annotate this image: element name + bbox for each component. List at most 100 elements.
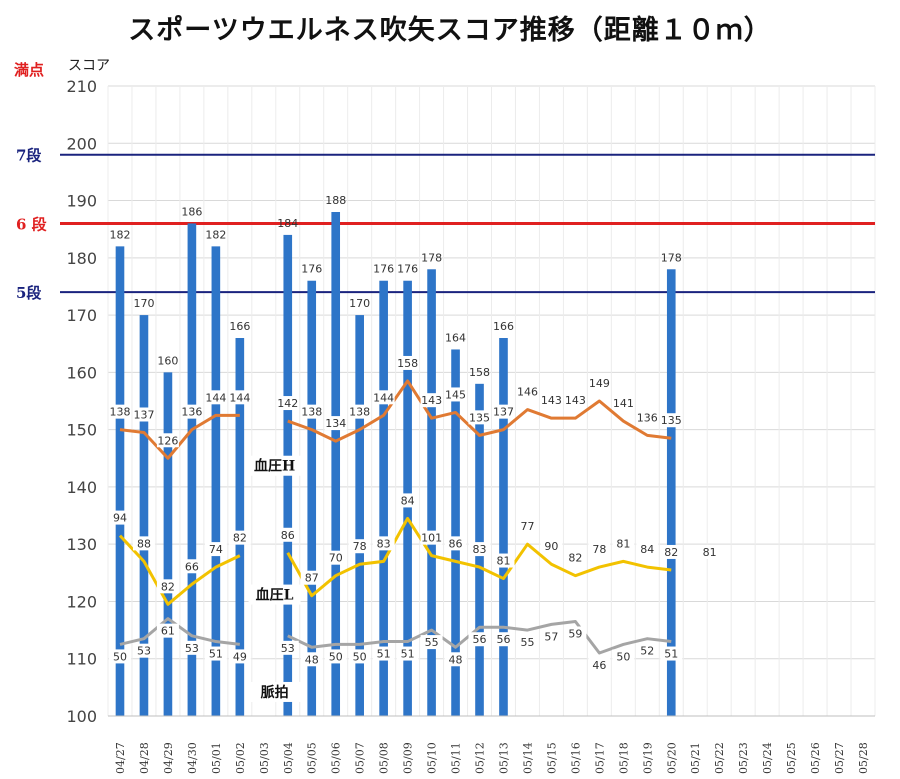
bar-value-label: 176 (301, 263, 322, 276)
line-value-label: 53 (281, 642, 295, 655)
bar (187, 223, 197, 717)
line-value-label: 143 (421, 394, 442, 407)
x-tick-label: 04/27 (114, 742, 127, 774)
bar-value-label: 188 (325, 194, 346, 207)
data-label-box (156, 623, 179, 638)
line-value-label: 78 (353, 540, 367, 553)
data-label-box (276, 640, 299, 655)
data-label-box (372, 646, 395, 661)
line-value-label: 78 (592, 543, 606, 556)
data-label-box (180, 640, 203, 655)
series-line (286, 516, 672, 598)
y-tick-label: 170 (66, 306, 97, 325)
data-label-box (396, 493, 419, 508)
line-value-label: 56 (496, 633, 510, 646)
reference-label: 5段 (16, 284, 41, 302)
line-value-label: 55 (520, 636, 534, 649)
series-label-box (248, 584, 301, 605)
x-tick-label: 04/29 (162, 742, 175, 774)
data-label-box (420, 530, 443, 545)
line-value-label: 88 (137, 537, 151, 550)
data-label-box (540, 393, 563, 408)
x-tick-label: 05/10 (426, 742, 439, 774)
bar (307, 280, 317, 716)
line-value-label: 82 (161, 580, 175, 593)
line-value-label: 149 (589, 377, 610, 390)
data-label-box (612, 649, 635, 664)
data-label-box (516, 384, 539, 399)
line-value-label: 48 (449, 653, 463, 666)
x-tick-label: 04/28 (138, 742, 151, 774)
data-label-box (420, 635, 443, 650)
series-label: 血圧L (256, 587, 294, 604)
chart-title: スポーツウエルネス吹矢スコア推移（距離１０ｍ） (128, 15, 772, 46)
y-tick-label: 100 (66, 707, 97, 726)
bar (115, 246, 125, 716)
data-label-box (468, 542, 491, 557)
line-value-label: 136 (637, 411, 658, 424)
data-label-box (588, 658, 611, 672)
line-value-label: 50 (616, 650, 630, 663)
data-label-box (204, 646, 227, 661)
data-label-box (108, 649, 131, 664)
line-value-label: 53 (185, 642, 199, 655)
bar (331, 212, 341, 716)
x-tick-label: 05/26 (809, 742, 822, 774)
data-label-box (228, 530, 251, 545)
x-tick-label: 05/12 (474, 742, 487, 774)
line-value-label: 81 (703, 546, 717, 559)
line-value-label: 84 (401, 494, 415, 507)
line-value-label: 57 (544, 630, 558, 643)
data-label-box (444, 387, 467, 402)
bar-value-label: 178 (661, 251, 682, 264)
line-value-label: 87 (305, 572, 319, 585)
line-value-label: 137 (133, 409, 154, 422)
x-tick-label: 05/21 (689, 742, 702, 774)
data-label-box (372, 536, 395, 551)
data-label-box (420, 393, 443, 408)
bar (355, 315, 364, 716)
bar-value-label: 176 (373, 263, 394, 276)
data-label-box (492, 632, 515, 647)
data-label-box (564, 626, 587, 641)
data-label-box (660, 413, 683, 428)
x-tick-label: 05/02 (234, 742, 247, 774)
x-tick-label: 05/25 (785, 742, 798, 774)
data-label-box (564, 550, 587, 565)
x-tick-label: 05/09 (402, 742, 415, 774)
y-tick-label: 130 (66, 535, 97, 554)
line-value-label: 158 (397, 357, 418, 370)
line-value-label: 51 (401, 648, 415, 661)
line-value-label: 49 (233, 650, 247, 663)
x-tick-label: 05/22 (713, 742, 726, 774)
data-label-box (612, 396, 635, 411)
data-label-box (468, 632, 491, 647)
data-label-box (228, 649, 251, 664)
line-value-label: 52 (640, 645, 654, 658)
bar (451, 349, 460, 716)
bar (499, 338, 508, 716)
line-value-label: 70 (329, 552, 343, 565)
x-tick-label: 05/19 (641, 742, 654, 774)
series-line (287, 620, 672, 655)
data-label-box (636, 410, 659, 425)
line-value-label: 51 (209, 648, 223, 661)
data-label-box (156, 433, 179, 448)
x-tick-label: 05/20 (665, 742, 678, 774)
data-label-box (324, 649, 347, 664)
data-label-box (300, 404, 323, 419)
y-tick-label: 150 (66, 421, 97, 440)
data-label-box (492, 553, 515, 568)
bar (163, 372, 173, 716)
y-tick-label: 190 (66, 192, 97, 211)
bar (427, 269, 436, 716)
line-value-label: 50 (329, 650, 343, 663)
bar-value-label: 166 (493, 320, 514, 333)
x-tick-label: 05/03 (258, 742, 271, 774)
y-tick-label: 180 (66, 249, 97, 268)
line-value-label: 59 (568, 628, 582, 641)
line-value-label: 90 (544, 540, 558, 553)
data-label-box (660, 646, 683, 661)
